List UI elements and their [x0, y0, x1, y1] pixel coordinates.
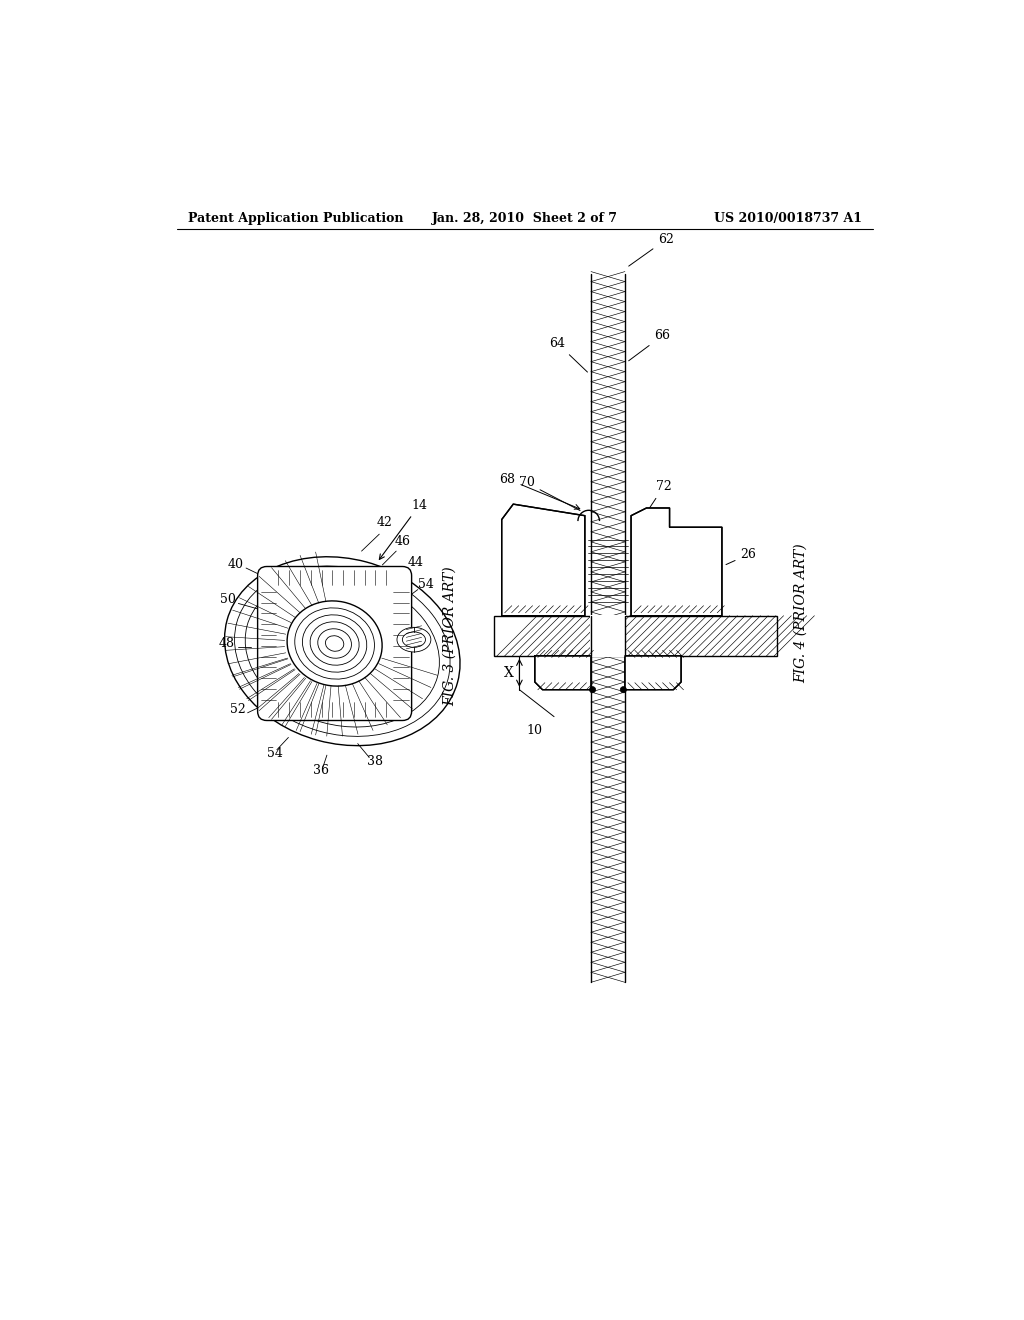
- Ellipse shape: [302, 615, 367, 672]
- Text: 38: 38: [367, 755, 383, 768]
- Text: 42: 42: [377, 516, 392, 529]
- Text: Jan. 28, 2010  Sheet 2 of 7: Jan. 28, 2010 Sheet 2 of 7: [432, 213, 617, 224]
- Text: 70: 70: [519, 477, 580, 511]
- Ellipse shape: [224, 557, 460, 746]
- Ellipse shape: [234, 566, 451, 737]
- Text: 54: 54: [418, 578, 433, 591]
- Ellipse shape: [287, 601, 382, 686]
- Text: 50: 50: [220, 594, 237, 606]
- Text: 40: 40: [228, 558, 244, 572]
- Polygon shape: [502, 504, 585, 615]
- Text: FIG. 3 (PRIOR ART): FIG. 3 (PRIOR ART): [443, 566, 457, 706]
- Text: 62: 62: [629, 234, 674, 267]
- Ellipse shape: [310, 622, 359, 665]
- Text: 54: 54: [266, 747, 283, 760]
- Text: 46: 46: [394, 535, 411, 548]
- Bar: [494, 616, 777, 656]
- Ellipse shape: [245, 576, 439, 727]
- Circle shape: [590, 686, 596, 693]
- Text: 48: 48: [219, 638, 234, 651]
- FancyBboxPatch shape: [258, 566, 412, 721]
- Polygon shape: [590, 615, 626, 656]
- Text: 52: 52: [230, 702, 246, 715]
- Ellipse shape: [402, 632, 425, 647]
- Text: 44: 44: [408, 557, 424, 569]
- Text: Patent Application Publication: Patent Application Publication: [188, 213, 403, 224]
- Text: 68: 68: [500, 473, 580, 510]
- Circle shape: [621, 686, 627, 693]
- Text: 14: 14: [379, 499, 427, 560]
- Text: 66: 66: [629, 330, 670, 360]
- Text: 64: 64: [550, 337, 588, 372]
- Polygon shape: [535, 656, 591, 689]
- Ellipse shape: [317, 628, 351, 659]
- Ellipse shape: [326, 636, 344, 651]
- Ellipse shape: [295, 609, 375, 678]
- Text: FIG. 4 (PRIOR ART): FIG. 4 (PRIOR ART): [794, 543, 808, 682]
- Text: X: X: [504, 665, 514, 680]
- Text: 72: 72: [649, 480, 672, 508]
- Text: US 2010/0018737 A1: US 2010/0018737 A1: [714, 213, 862, 224]
- Polygon shape: [625, 656, 681, 689]
- Ellipse shape: [397, 627, 431, 652]
- Text: 36: 36: [312, 764, 329, 777]
- Text: 10: 10: [526, 725, 543, 738]
- Polygon shape: [631, 508, 722, 615]
- Text: 26: 26: [726, 548, 757, 565]
